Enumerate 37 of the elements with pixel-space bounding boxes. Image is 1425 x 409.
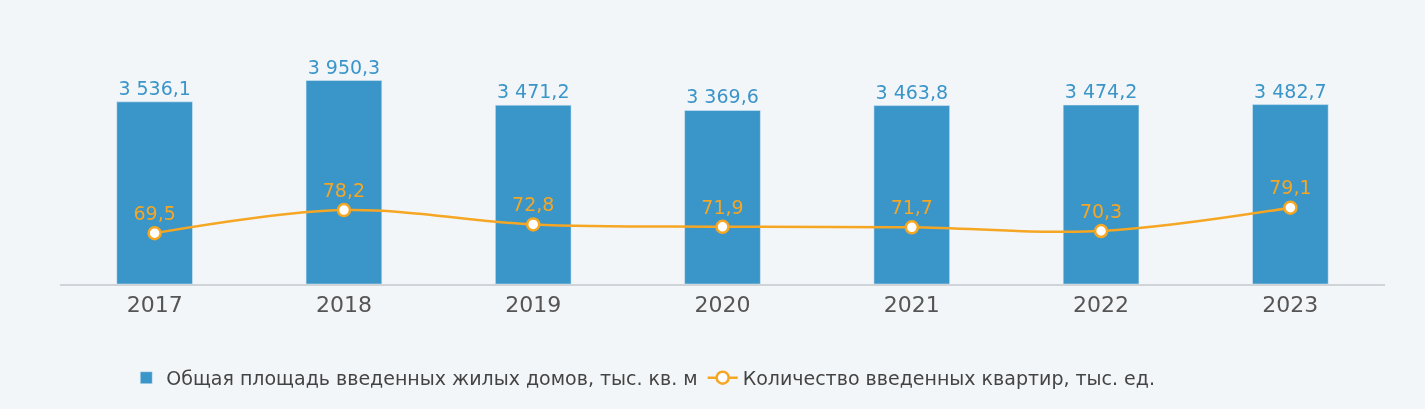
bar [305,80,383,284]
x-tick-label: 2023 [1262,292,1319,318]
point [1093,223,1109,239]
data-label: 3 950,3 [307,55,381,78]
data-label: 78,2 [322,178,366,201]
data-label: 71,7 [890,196,933,219]
data-label: 3 474,2 [1064,80,1138,103]
data-label: 79,1 [1269,176,1312,199]
legend-label: Общая площадь введенных жилых домов, тыс. кв. м [166,367,698,390]
x-tick-label: 2019 [505,292,562,318]
bar [1252,104,1329,284]
data-label: 70,3 [1079,199,1123,222]
bar [495,104,572,284]
data-label: 3 471,2 [496,80,570,103]
data-label: 3 369,6 [686,85,759,108]
point [904,220,920,235]
legend-label: Количество введенных квартир, тыс. ед. [742,367,1155,390]
x-tick-label: 2021 [883,292,940,318]
point [715,219,730,235]
data-label: 69,5 [133,201,176,224]
data-label: 3 536,1 [118,76,191,99]
data-label: 3 482,7 [1254,79,1327,102]
bar [873,105,950,284]
x-tick-label: 2020 [694,292,751,318]
x-tick-label: 2017 [126,292,183,318]
point [525,217,541,232]
point [1283,200,1298,215]
x-tick-label: 2018 [315,292,372,318]
bar [684,110,761,284]
x-tick-label: 2022 [1073,292,1130,318]
bar [116,101,193,284]
data-label: 3 463,8 [875,80,949,103]
bar [1062,104,1140,284]
data-label: 71,9 [701,195,744,218]
point [336,202,352,218]
data-label: 72,8 [512,193,555,216]
point [147,225,162,241]
